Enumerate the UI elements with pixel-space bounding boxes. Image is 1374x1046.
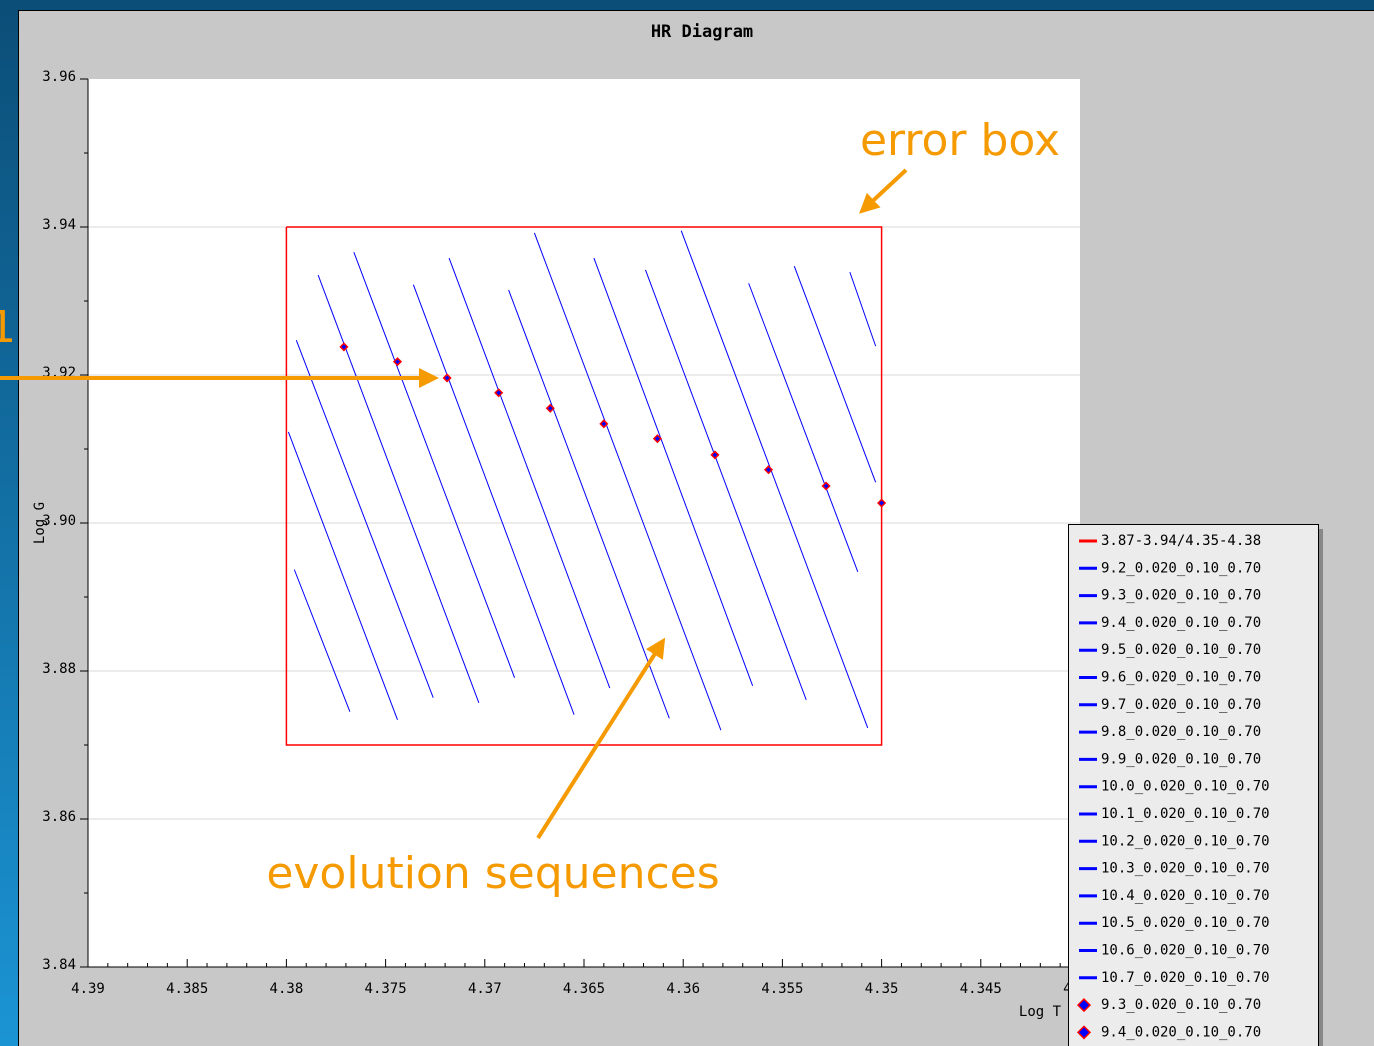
- legend-label: 9.9_0.020_0.10_0.70: [1101, 751, 1261, 767]
- data-point: [821, 481, 831, 491]
- legend-label: 10.3_0.020_0.10_0.70: [1101, 861, 1270, 877]
- x-tick-label: 4.37: [468, 981, 502, 997]
- series-line: [680, 230, 869, 729]
- data-point: [599, 419, 609, 429]
- y-tick-label: 3.94: [42, 217, 76, 233]
- legend-label: 9.4_0.020_0.10_0.70: [1101, 1024, 1261, 1040]
- legend-label: 10.2_0.020_0.10_0.70: [1101, 833, 1270, 849]
- data-point: [339, 342, 349, 352]
- legend-label: 10.4_0.020_0.10_0.70: [1101, 888, 1270, 904]
- series-line: [293, 569, 351, 712]
- legend-label: 10.6_0.020_0.10_0.70: [1101, 943, 1270, 959]
- y-tick-label: 3.90: [42, 513, 76, 529]
- legend-label: 10.7_0.020_0.10_0.70: [1101, 970, 1270, 986]
- legend-label: 3.87-3.94/4.35-4.38: [1101, 533, 1261, 549]
- data-point: [494, 388, 504, 398]
- y-axis-label: Log G: [32, 502, 48, 544]
- data-point: [877, 498, 887, 508]
- legend-swatch: [1076, 998, 1092, 1013]
- x-tick-label: 4.39: [71, 981, 105, 997]
- data-point: [710, 450, 720, 460]
- data-point: [652, 434, 662, 444]
- legend-label: 9.3_0.020_0.10_0.70: [1101, 588, 1261, 604]
- x-axis-label: Log T: [1019, 1004, 1062, 1020]
- legend-box: [1068, 524, 1319, 1046]
- legend-label: 10.1_0.020_0.10_0.70: [1101, 806, 1270, 822]
- legend-label: 9.3_0.020_0.10_0.70: [1101, 997, 1261, 1013]
- x-tick-label: 4.375: [365, 981, 407, 997]
- legend-label: 10.5_0.020_0.10_0.70: [1101, 915, 1270, 931]
- annotations: error box evolution sequences 1: [0, 115, 1060, 899]
- series-line: [508, 289, 670, 719]
- series-line: [748, 283, 859, 573]
- chart-title: HR Diagram: [651, 22, 753, 42]
- data-point: [545, 403, 555, 413]
- series-line: [793, 266, 877, 483]
- x-tick-label: 4.355: [761, 981, 803, 997]
- series-line: [593, 257, 754, 686]
- data-point: [763, 465, 774, 475]
- series-line: [353, 251, 516, 678]
- legend-label: 9.5_0.020_0.10_0.70: [1101, 642, 1261, 658]
- series-line: [412, 284, 575, 715]
- annotation-arrow: [859, 168, 908, 214]
- series-line: [645, 269, 807, 701]
- legend-label: 9.7_0.020_0.10_0.70: [1101, 697, 1261, 713]
- y-tick-label: 3.84: [42, 957, 76, 973]
- y-tick-label: 3.86: [42, 809, 76, 825]
- legend-label: 10.0_0.020_0.10_0.70: [1101, 779, 1270, 795]
- x-tick-label: 4.345: [960, 981, 1002, 997]
- series-line: [285, 226, 883, 746]
- series-line: [448, 257, 611, 689]
- series-line: [287, 431, 398, 721]
- data-point: [442, 373, 452, 383]
- y-tick-label: 3.88: [42, 661, 76, 677]
- annotation: evolution sequences: [266, 848, 719, 899]
- series-line: [849, 271, 877, 347]
- legend-label: 9.8_0.020_0.10_0.70: [1101, 724, 1261, 740]
- y-tick-label: 3.96: [42, 69, 76, 85]
- series-line: [533, 232, 722, 731]
- legend-label: 9.6_0.020_0.10_0.70: [1101, 670, 1261, 686]
- legend: 3.87-3.94/4.35-4.38 9.2_0.020_0.10_0.70 9.…: [1068, 524, 1323, 1046]
- x-tick-label: 4.385: [166, 981, 208, 997]
- data-point: [392, 357, 403, 367]
- legend-swatch: [1076, 1025, 1092, 1040]
- x-tick-label: 4.38: [270, 981, 304, 997]
- legend-label: 9.4_0.020_0.10_0.70: [1101, 615, 1261, 631]
- x-tick-label: 4.365: [563, 981, 605, 997]
- annotation-arrow: [536, 637, 666, 840]
- annotation: error box: [860, 115, 1060, 166]
- plot-layer: 3.843.863.883.903.923.943.964.39 4.385 4.3…: [42, 69, 1097, 997]
- legend-label: 9.2_0.020_0.10_0.70: [1101, 560, 1261, 576]
- series-line: [295, 340, 434, 698]
- annotation: 1: [0, 302, 16, 353]
- x-tick-label: 4.35: [865, 981, 899, 997]
- x-tick-label: 4.36: [666, 981, 700, 997]
